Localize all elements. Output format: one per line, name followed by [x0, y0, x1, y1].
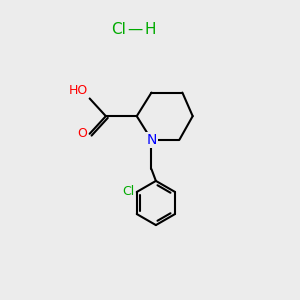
Text: N: N — [146, 133, 157, 147]
Text: Cl: Cl — [122, 185, 134, 199]
Text: O: O — [77, 127, 87, 140]
Text: Cl: Cl — [112, 22, 126, 37]
Text: HO: HO — [69, 84, 88, 97]
Text: —: — — [128, 22, 143, 37]
Text: H: H — [144, 22, 156, 37]
